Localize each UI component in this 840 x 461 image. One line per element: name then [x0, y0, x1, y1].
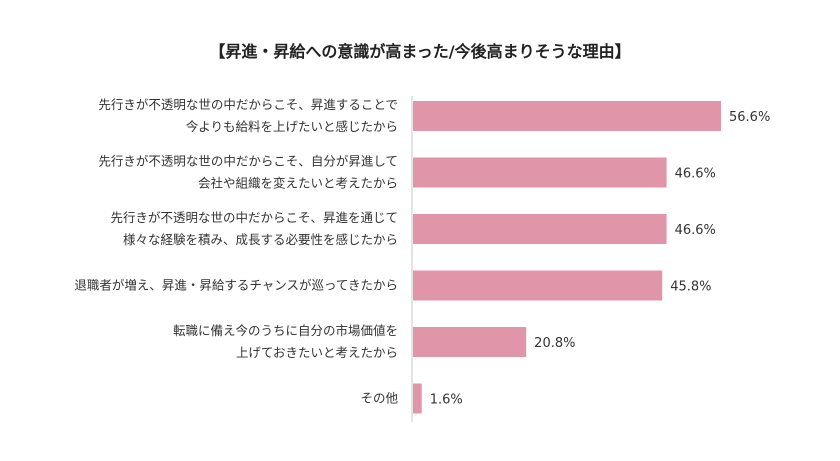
category-label: 退職者が増え、昇進・昇給するチャンスが巡ってきたから — [74, 278, 398, 293]
value-label: 1.6% — [430, 393, 463, 408]
category-label: その他 — [360, 391, 398, 406]
bar — [413, 157, 667, 188]
bar-row: 1.6% その他 — [360, 383, 463, 414]
category-label: 会社や組織を変えたいと考えたから — [198, 176, 398, 191]
category-label: 上げておきたいと考えたから — [236, 345, 398, 360]
bar-row: 46.6% 先行きが不透明な世の中だからこそ、自分が昇進して会社や組織を変えたいと… — [98, 154, 716, 191]
bar-row: 46.6% 先行きが不透明な世の中だからこそ、昇進を通じて様々な経験を積み、成長す… — [110, 210, 715, 247]
bar — [413, 383, 422, 414]
value-label: 45.8% — [670, 280, 711, 295]
chart-title: 【昇進・昇給への意識が高まった/今後高まりそうな理由】 — [209, 42, 630, 61]
bar-row: 56.6% 先行きが不透明な世の中だからこそ、昇進することで今よりも給料を上げたい… — [98, 97, 770, 134]
value-label: 46.6% — [675, 223, 716, 238]
category-label: 先行きが不透明な世の中だからこそ、昇進を通じて — [110, 210, 398, 225]
category-label: 転職に備え今のうちに自分の市場価値を — [173, 323, 398, 338]
bar — [413, 270, 663, 301]
bar — [413, 327, 527, 357]
bar-row: 45.8% 退職者が増え、昇進・昇給するチャンスが巡ってきたから — [74, 270, 712, 301]
bar — [413, 214, 667, 244]
value-label: 20.8% — [534, 336, 575, 351]
value-label: 56.6% — [729, 110, 770, 125]
bars-layer: 56.6% 先行きが不透明な世の中だからこそ、昇進することで今よりも給料を上げたい… — [74, 97, 770, 414]
value-label: 46.6% — [675, 167, 716, 182]
bar — [413, 101, 721, 131]
category-label: 様々な経験を積み、成長する必要性を感じたから — [123, 232, 398, 247]
category-label: 先行きが不透明な世の中だからこそ、自分が昇進して — [98, 154, 398, 169]
category-label: 先行きが不透明な世の中だからこそ、昇進することで — [98, 97, 398, 112]
category-label: 今よりも給料を上げたいと感じたから — [186, 119, 398, 134]
